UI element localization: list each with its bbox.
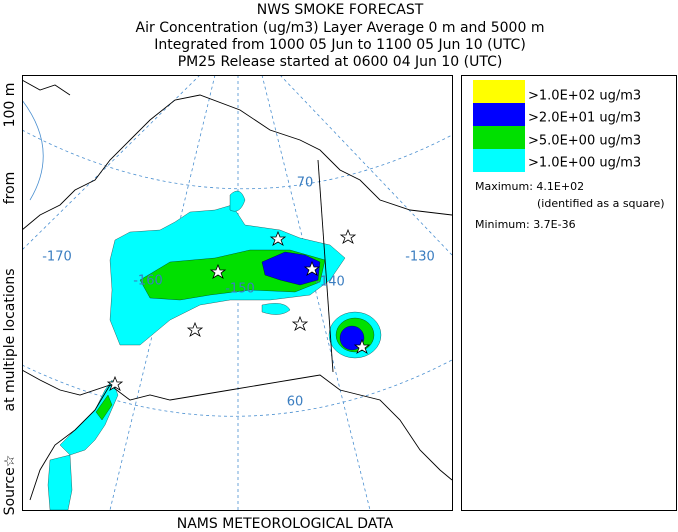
- minimum: Minimum: 3.7E-36: [475, 218, 576, 231]
- legend-label: >5.0E+00 ug/m3: [528, 134, 641, 149]
- coastline: [22, 79, 452, 501]
- coast: [22, 79, 71, 96]
- smoke: [47, 190, 382, 510]
- meridian: [279, 75, 452, 256]
- title: NWS SMOKE FORECAST: [257, 2, 424, 18]
- smoke-area: [47, 454, 73, 510]
- smoke-area: [261, 303, 291, 315]
- source-star: [209, 263, 227, 279]
- side-label: Source☆ at multiple locations from 100 m: [2, 83, 18, 516]
- footer: NAMS METEOROLOGICAL DATA: [177, 516, 394, 532]
- smoke-area: [339, 325, 365, 351]
- maximum-label: Maximum:: [475, 180, 533, 193]
- map-label: -150: [225, 282, 255, 297]
- legend-swatch: [473, 80, 525, 103]
- parallel: [22, 359, 452, 417]
- map-label: 60: [287, 395, 304, 410]
- map-label: -130: [405, 250, 435, 265]
- subtitle: Air Concentration (ug/m3) Layer Average …: [136, 20, 545, 36]
- parallel: [22, 129, 452, 190]
- map-frame: [22, 75, 453, 511]
- maximum-value: 4.1E+02: [536, 180, 584, 193]
- map-label: 70: [297, 176, 314, 191]
- legend-label: >2.0E+01 ug/m3: [528, 111, 641, 126]
- sources: [106, 228, 371, 391]
- coast: [22, 369, 452, 481]
- legend-swatch: [473, 103, 525, 126]
- subtitle: PM25 Release started at 0600 04 Jun 10 (…: [178, 54, 503, 70]
- source-star: [353, 338, 371, 354]
- legend-label: >1.0E+00 ug/m3: [528, 156, 641, 171]
- legend-swatch: [473, 126, 525, 149]
- subtitle: Integrated from 1000 05 Jun to 1100 05 J…: [154, 37, 526, 53]
- smoke-area: [59, 379, 119, 456]
- map: -170 -160 -150 -140 -130 70 60: [22, 75, 452, 510]
- maximum-note: (identified as a square): [537, 197, 665, 210]
- source-star: [303, 260, 321, 276]
- meridian: [261, 75, 371, 510]
- side-label-part: at multiple locations: [2, 269, 18, 412]
- map-label: -170: [42, 250, 72, 265]
- smoke-area: [261, 251, 321, 286]
- map-label: -140: [315, 275, 345, 290]
- smoke-area: [95, 394, 113, 421]
- source-star: [106, 375, 124, 391]
- source-star: [339, 228, 357, 244]
- side-label-part: from: [2, 172, 18, 205]
- coast: [29, 384, 111, 501]
- legend: >1.0E+02 ug/m3 >2.0E+01 ug/m3 >5.0E+00 u…: [473, 80, 665, 231]
- minimum-label: Minimum:: [475, 218, 530, 231]
- coast: [22, 94, 452, 231]
- maximum: Maximum: 4.1E+02: [475, 180, 584, 193]
- water-line: [22, 99, 44, 201]
- legend-swatch: [473, 149, 525, 172]
- map-label: -160: [133, 274, 163, 289]
- source-star: [291, 315, 309, 331]
- source-star: [186, 321, 204, 337]
- side-label-part: Source☆: [2, 455, 18, 516]
- border: [317, 159, 334, 373]
- smoke-area: [229, 190, 246, 212]
- side-label-part: 100 m: [2, 83, 18, 128]
- source-star: [269, 230, 287, 246]
- legend-frame: [461, 75, 677, 511]
- legend-label: >1.0E+02 ug/m3: [528, 89, 641, 104]
- minimum-value: 3.7E-36: [533, 218, 575, 231]
